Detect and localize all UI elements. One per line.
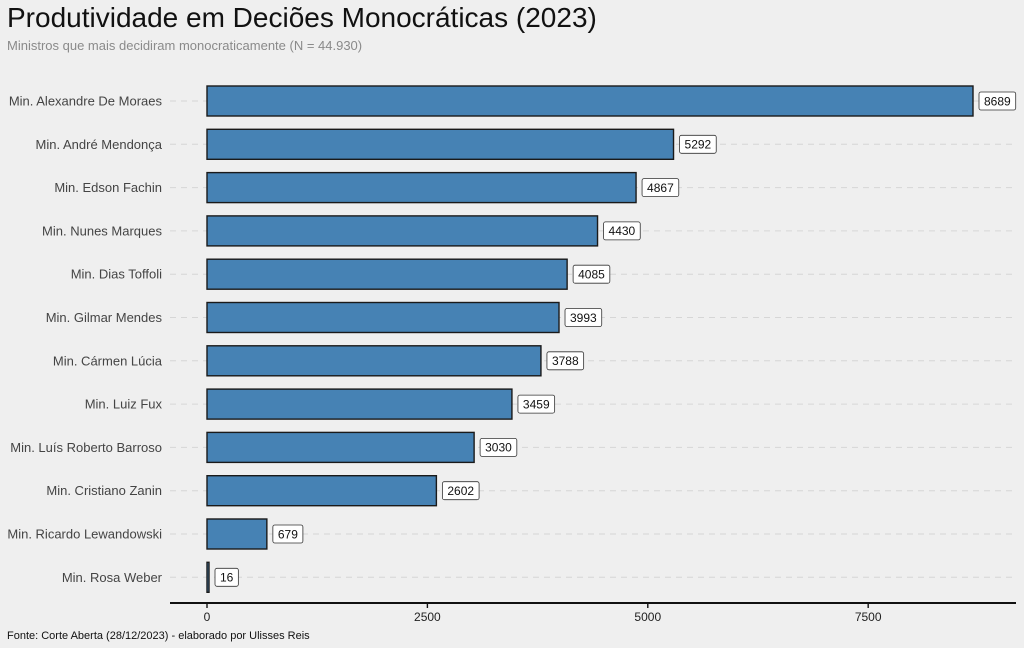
value-label: 3993 [564,308,603,327]
value-label-box [441,481,480,501]
chart-subtitle: Ministros que mais decidiram monocratica… [7,38,363,53]
value-label-text: 8689 [984,94,1011,108]
value-label-text: 3459 [523,397,550,411]
value-label-text: 5292 [685,138,712,152]
bar [206,388,513,420]
value-label-box [564,308,603,327]
x-tick-label: 0 [204,610,211,624]
value-labels: 8689 5292 4867 4430 4085 3993 3788 3459 3030 2602… [214,91,1017,587]
bar [206,258,568,290]
value-label: 3788 [546,351,585,371]
category-label: Min. Gilmar Mendes [46,310,163,325]
category-label: Min. Alexandre De Moraes [9,94,163,109]
bar [206,215,599,247]
category-label: Min. André Mendonça [36,137,163,152]
category-label: Min. Nunes Marques [42,223,162,238]
category-labels: Min. Alexandre De Moraes Min. André Mendo… [7,94,162,585]
bar [206,128,675,161]
value-label: 679 [272,524,304,544]
value-label: 5292 [679,134,717,154]
category-label: Min. Ricardo Lewandowski [7,527,162,542]
value-label-box [272,524,304,544]
category-label: Min. Luiz Fux [85,397,163,412]
value-label: 4430 [603,221,641,241]
value-label-text: 4430 [609,224,636,238]
value-label-box [978,91,1017,111]
value-label: 16 [214,567,239,587]
value-label-box [517,394,556,414]
category-label: Min. Cármen Lúcia [53,353,163,368]
bar [206,475,438,507]
value-label-text: 16 [220,571,234,585]
value-label-box [479,437,518,457]
value-label: 3459 [517,394,556,414]
category-label: Min. Edson Fachin [54,180,162,195]
value-label: 4867 [641,178,680,198]
value-label-text: 4085 [578,268,605,282]
value-label-box [572,264,611,284]
value-label-text: 2602 [447,484,474,498]
value-label-text: 679 [278,527,298,541]
value-label: 3030 [479,437,518,457]
x-tick-label: 2500 [414,610,441,624]
value-label-box [641,178,680,198]
bar [206,431,475,464]
bar [206,345,542,377]
value-label-box [546,351,585,371]
bar [206,561,210,593]
value-label: 2602 [441,481,480,501]
value-label-text: 4867 [647,181,674,195]
x-axis: 0 2500 5000 7500 [170,602,1016,624]
category-label: Min. Cristiano Zanin [46,483,162,498]
value-label-text: 3993 [570,311,597,325]
category-label: Min. Rosa Weber [62,570,163,585]
value-label: 4085 [572,264,611,284]
category-label: Min. Dias Toffoli [71,267,162,282]
value-label-text: 3030 [485,441,512,455]
value-label-text: 3788 [552,354,579,368]
chart-title: Produtividade em Deciões Monocráticas (2… [7,2,597,33]
value-label-box [603,221,641,241]
bar [206,518,268,550]
bars [206,85,974,593]
category-label: Min. Luís Roberto Barroso [10,440,162,455]
chart-caption: Fonte: Corte Aberta (28/12/2023) - elabo… [7,630,310,642]
x-tick-label: 7500 [855,610,882,624]
bar [206,301,560,334]
bar [206,85,974,117]
x-tick-label: 5000 [634,610,661,624]
value-label-box [214,567,239,587]
value-label-box [679,134,717,154]
bar [206,171,637,204]
value-label: 8689 [978,91,1017,111]
